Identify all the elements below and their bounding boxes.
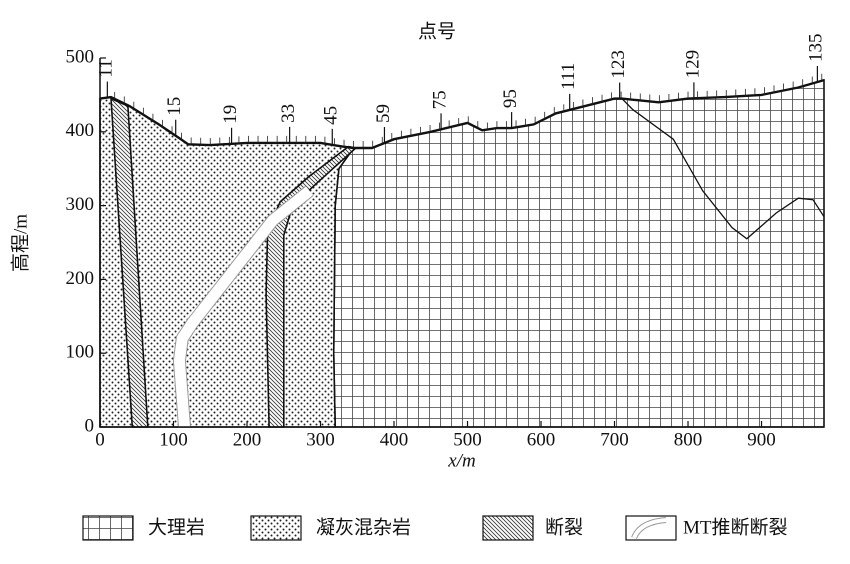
x-tick-label: 100 (159, 429, 188, 450)
boundary-line (621, 98, 825, 240)
y-axis-label: 高程/m (9, 214, 31, 272)
legend-swatch (250, 515, 302, 541)
x-tick-label: 0 (95, 429, 105, 450)
station-label: 45 (321, 106, 342, 125)
legend-swatch (482, 515, 534, 541)
station-label: 75 (429, 90, 450, 109)
plot-area: 11 15 19 33 45 59 75 95 111 123 129 135 0 100 200 300 40… (66, 34, 827, 451)
y-tick-label: 500 (66, 46, 95, 67)
legend-band (632, 518, 667, 539)
station-label: 135 (806, 34, 827, 63)
y-tick-label: 200 (66, 268, 95, 289)
y-tick-label: 400 (66, 120, 95, 141)
legend-label: 大理岩 (148, 516, 205, 538)
y-tick-label: 100 (66, 342, 95, 363)
x-tick-label: 200 (233, 429, 262, 450)
x-tick-label: 900 (747, 429, 776, 450)
chart-title: 点号 (418, 20, 456, 42)
x-tick-label: 800 (674, 429, 703, 450)
x-tick-label: 700 (600, 429, 629, 450)
y-tick-label: 0 (85, 415, 95, 436)
station-label: 59 (373, 104, 394, 123)
legend-swatch (82, 515, 134, 541)
x-tick-label: 300 (306, 429, 335, 450)
station-label: 15 (164, 97, 185, 116)
station-label: 111 (558, 63, 579, 90)
legend-label: MT推断断裂 (683, 516, 788, 538)
station-label: 129 (682, 50, 703, 79)
x-axis-label: x/m (447, 450, 475, 471)
station-label: 95 (500, 89, 521, 108)
station-label: 19 (220, 105, 241, 124)
legend-label: 断裂 (545, 516, 583, 538)
station-label: 33 (278, 104, 299, 123)
unit-area (332, 79, 825, 428)
legend: 大理岩 凝灰混杂岩 断裂 MT推断断裂 (82, 515, 788, 541)
station-label: 11 (96, 59, 117, 77)
y-tick-label: 300 (66, 194, 95, 215)
x-tick-label: 600 (527, 429, 556, 450)
x-tick-label: 400 (380, 429, 409, 450)
legend-label: 凝灰混杂岩 (316, 516, 411, 538)
surface-line (99, 78, 825, 150)
station-label: 123 (608, 50, 629, 79)
x-tick-label: 500 (453, 429, 482, 450)
mt-fault (173, 186, 313, 428)
